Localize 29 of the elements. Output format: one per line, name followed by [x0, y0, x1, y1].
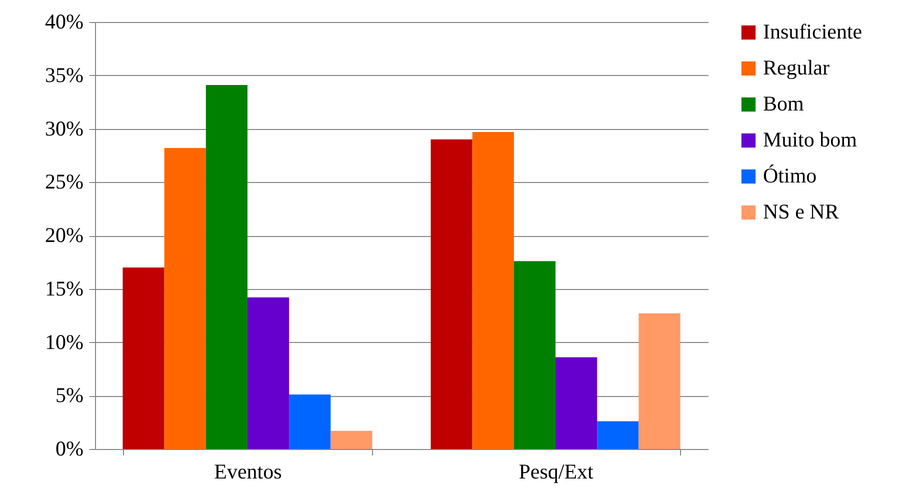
- x-tick-label: Eventos: [214, 460, 282, 484]
- bar: [472, 132, 514, 449]
- bar: [514, 261, 556, 449]
- legend-label: Ótimo: [763, 164, 817, 188]
- y-tick-label: 35%: [45, 62, 84, 87]
- bar: [206, 84, 248, 449]
- y-tick-label: 30%: [45, 116, 84, 140]
- y-tick-label: 10%: [45, 330, 84, 354]
- y-tick-label: 5%: [56, 383, 84, 408]
- bar: [597, 421, 639, 449]
- legend-label: Insuficiente: [763, 20, 862, 44]
- legend-label: Muito bom: [763, 128, 857, 152]
- legend-label: Regular: [763, 56, 830, 80]
- y-tick-label: 25%: [45, 170, 84, 194]
- bar: [164, 148, 206, 449]
- bar: [247, 297, 290, 449]
- bar: [638, 313, 680, 449]
- x-tick-label: Pesq/Ext: [518, 460, 594, 484]
- bar: [430, 139, 472, 449]
- legend-label: Bom: [763, 92, 804, 116]
- y-tick-label: 40%: [45, 10, 84, 34]
- y-tick-label: 15%: [45, 276, 84, 300]
- y-tick-label: 0%: [56, 436, 84, 460]
- bar: [289, 394, 331, 449]
- bar: [556, 357, 598, 449]
- legend-label: NS e NR: [763, 200, 839, 224]
- y-tick-label: 20%: [45, 223, 84, 247]
- bar: [122, 268, 164, 449]
- bar: [330, 430, 372, 449]
